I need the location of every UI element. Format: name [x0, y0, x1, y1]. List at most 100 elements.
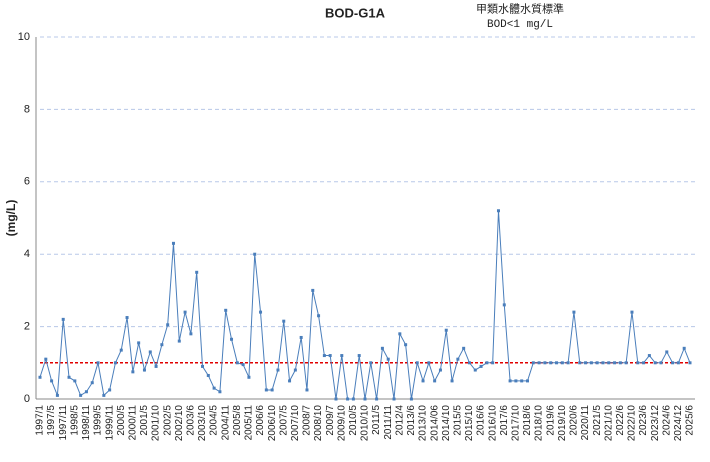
data-point [131, 370, 135, 374]
data-point [166, 323, 170, 327]
x-tick-label: 2013/10 [418, 405, 429, 442]
data-point [665, 350, 669, 354]
data-point [351, 397, 355, 401]
data-point [328, 354, 332, 358]
x-tick-label: 2014/10 [441, 405, 452, 442]
data-point [340, 354, 344, 358]
x-tick-label: 2023/12 [650, 405, 661, 442]
data-point [584, 361, 588, 365]
x-tick-label: 2011/5 [371, 405, 382, 435]
data-point [386, 357, 390, 361]
x-tick-label: 2024/6 [661, 405, 672, 436]
data-point [293, 368, 297, 372]
data-point [369, 361, 373, 365]
data-point [601, 361, 605, 365]
x-tick-label: 2008/10 [313, 405, 324, 442]
data-point [79, 393, 83, 397]
data-point [450, 379, 454, 383]
data-point [317, 314, 321, 318]
data-point [427, 361, 431, 365]
data-point [659, 361, 663, 365]
data-point [566, 361, 570, 365]
data-point [90, 381, 94, 385]
data-point [433, 379, 437, 383]
x-tick-label: 1999/5 [93, 405, 104, 436]
data-point [543, 361, 547, 365]
data-point [357, 354, 361, 358]
data-point [409, 397, 413, 401]
data-point [375, 397, 379, 401]
data-point [67, 375, 71, 379]
data-point [346, 397, 350, 401]
x-tick-label: 2017/6 [499, 405, 510, 436]
data-point [676, 361, 680, 365]
data-point [282, 319, 286, 323]
data-point [148, 350, 152, 354]
data-point [624, 361, 628, 365]
y-tick-label: 4 [24, 248, 30, 260]
data-point [96, 361, 100, 365]
data-point [456, 357, 460, 361]
x-tick-label: 1998/5 [69, 405, 80, 436]
chart-title: BOD-G1A [325, 5, 386, 20]
x-tick-label: 2007/5 [278, 405, 289, 436]
x-tick-label: 2003/6 [186, 405, 197, 436]
data-point [502, 303, 506, 307]
data-point [55, 393, 59, 397]
data-point [235, 361, 239, 365]
data-point [171, 241, 175, 245]
data-point [415, 361, 419, 365]
data-point [224, 308, 228, 312]
x-tick-label: 2007/10 [290, 405, 301, 442]
x-tick-label: 2021/5 [592, 405, 603, 436]
data-point [613, 361, 617, 365]
x-tick-label: 1999/11 [104, 405, 115, 441]
x-tick-label: 2022/6 [615, 405, 626, 436]
data-point [305, 388, 309, 392]
data-point [119, 348, 123, 352]
data-point [642, 361, 646, 365]
y-tick-label: 0 [24, 393, 30, 405]
x-tick-label: 2016/6 [476, 405, 487, 436]
x-tick-label: 2000/5 [116, 405, 127, 436]
data-point [73, 379, 77, 383]
data-point [520, 379, 524, 383]
data-point [125, 316, 129, 320]
x-tick-label: 2024/12 [673, 405, 684, 442]
data-point [398, 332, 402, 336]
data-point [555, 361, 559, 365]
x-tick-label: 2019/10 [557, 405, 568, 442]
x-tick-label: 2009/7 [325, 405, 336, 436]
x-tick-label: 2006/6 [255, 405, 266, 436]
y-tick-label: 6 [24, 176, 30, 188]
x-tick-label: 2004/5 [209, 405, 220, 436]
annotation: BOD<1 mg/L [487, 19, 553, 31]
data-point [311, 288, 315, 292]
x-tick-label: 2003/10 [197, 405, 208, 442]
data-point [288, 379, 292, 383]
x-tick-label: 2015/10 [464, 405, 475, 442]
data-point [479, 364, 483, 368]
x-tick-label: 2010/10 [360, 405, 371, 442]
data-point [595, 361, 599, 365]
x-tick-label: 2002/5 [162, 405, 173, 436]
x-tick-label: 2008/7 [302, 405, 313, 436]
data-point [514, 379, 518, 383]
y-tick-label: 2 [24, 321, 30, 333]
x-tick-label: 2011/11 [383, 405, 394, 440]
data-point [264, 388, 268, 392]
data-point [549, 361, 553, 365]
data-point [195, 270, 199, 274]
data-point [38, 375, 42, 379]
data-point [467, 361, 471, 365]
data-point [653, 361, 657, 365]
x-tick-label: 2004/11 [220, 405, 231, 441]
x-tick-label: 2021/10 [603, 405, 614, 442]
data-point [607, 361, 611, 365]
data-point [230, 337, 234, 341]
data-point [537, 361, 541, 365]
x-tick-label: 2005/8 [232, 405, 243, 436]
x-tick-label: 2017/10 [511, 405, 522, 442]
x-tick-label: 2005/11 [244, 405, 255, 441]
